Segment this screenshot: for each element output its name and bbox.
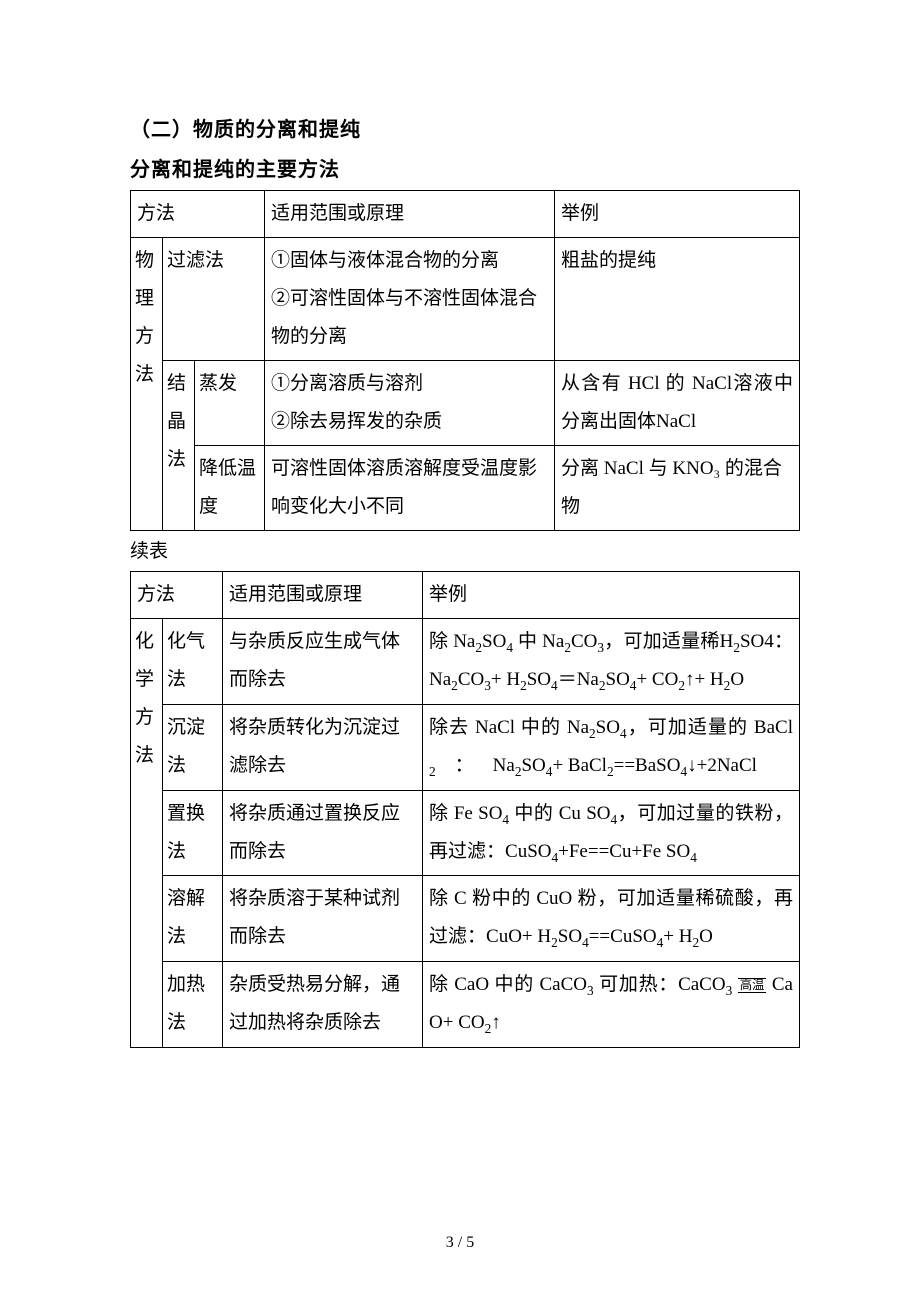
page: （二）物质的分离和提纯 分离和提纯的主要方法 方法 适用范围或原理 举例 物理方… [0, 0, 920, 1302]
category-physical: 物理方法 [131, 238, 163, 531]
header-method: 方法 [131, 191, 265, 238]
method-cool: 降低温度 [195, 446, 265, 531]
table-row: 溶解法 将杂质溶于某种试剂而除去 除 C 粉中的 CuO 粉，可加适量稀硫酸，再… [131, 876, 800, 961]
header-scope: 适用范围或原理 [265, 191, 555, 238]
method-gasify: 化气法 [163, 619, 223, 705]
table-chemical-methods: 方法 适用范围或原理 举例 化学方法 化气法 与杂质反应生成气体而除去 除 Na… [130, 571, 800, 1048]
example-cell: 除去 NaCl 中的 Na2SO4，可加适量的 BaCl2 ： Na2SO4+ … [423, 704, 800, 790]
scope-cell: 将杂质转化为沉淀过滤除去 [223, 704, 423, 790]
table-row: 加热法 杂质受热易分解，通过加热将杂质除去 除 CaO 中的 CaCO3 可加热… [131, 961, 800, 1047]
example-cell: 从含有 HCl 的 NaCl溶液中分离出固体NaCl [555, 361, 800, 446]
section-heading-1: （二）物质的分离和提纯 [130, 110, 800, 150]
method-crystallize: 结晶法 [163, 361, 195, 531]
method-heat: 加热法 [163, 961, 223, 1047]
header-scope: 适用范围或原理 [223, 572, 423, 619]
example-cell: 除 C 粉中的 CuO 粉，可加适量稀硫酸，再过滤：CuO+ H2SO4==Cu… [423, 876, 800, 961]
header-method: 方法 [131, 572, 223, 619]
example-cell: 分离 NaCl 与 KNO₃ 的混合物 [555, 446, 800, 531]
continued-label: 续表 [130, 533, 800, 571]
section-heading-2: 分离和提纯的主要方法 [130, 150, 800, 190]
scope-cell: 将杂质通过置换反应而除去 [223, 790, 423, 876]
method-evaporate: 蒸发 [195, 361, 265, 446]
scope-cell: 可溶性固体溶质溶解度受温度影响变化大小不同 [265, 446, 555, 531]
category-chemical: 化学方法 [131, 619, 163, 1048]
method-precipitate: 沉淀法 [163, 704, 223, 790]
table-row: 物理方法 过滤法 ①固体与液体混合物的分离 ②可溶性固体与不溶性固体混合物的分离… [131, 238, 800, 361]
method-displace: 置换法 [163, 790, 223, 876]
header-example: 举例 [423, 572, 800, 619]
table-row: 方法 适用范围或原理 举例 [131, 572, 800, 619]
table-physical-methods: 方法 适用范围或原理 举例 物理方法 过滤法 ①固体与液体混合物的分离 ②可溶性… [130, 190, 800, 531]
example-cell: 粗盐的提纯 [555, 238, 800, 361]
method-filter: 过滤法 [163, 238, 265, 361]
table-row: 沉淀法 将杂质转化为沉淀过滤除去 除去 NaCl 中的 Na2SO4，可加适量的… [131, 704, 800, 790]
table-row: 方法 适用范围或原理 举例 [131, 191, 800, 238]
table-row: 化学方法 化气法 与杂质反应生成气体而除去 除 Na2SO4 中 Na2CO3，… [131, 619, 800, 705]
header-example: 举例 [555, 191, 800, 238]
example-cell: 除 CaO 中的 CaCO3 可加热：CaCO3 高温 CaO+ CO2↑ [423, 961, 800, 1047]
scope-cell: ①固体与液体混合物的分离 ②可溶性固体与不溶性固体混合物的分离 [265, 238, 555, 361]
scope-cell: 与杂质反应生成气体而除去 [223, 619, 423, 705]
scope-cell: 将杂质溶于某种试剂而除去 [223, 876, 423, 961]
example-cell: 除 Na2SO4 中 Na2CO3，可加适量稀H2SO4： Na2CO3+ H2… [423, 619, 800, 705]
table-row: 置换法 将杂质通过置换反应而除去 除 Fe SO4 中的 Cu SO4，可加过量… [131, 790, 800, 876]
page-number: 3 / 5 [0, 1234, 920, 1252]
scope-cell: ①分离溶质与溶剂 ②除去易挥发的杂质 [265, 361, 555, 446]
scope-cell: 杂质受热易分解，通过加热将杂质除去 [223, 961, 423, 1047]
table-row: 降低温度 可溶性固体溶质溶解度受温度影响变化大小不同 分离 NaCl 与 KNO… [131, 446, 800, 531]
method-dissolve: 溶解法 [163, 876, 223, 961]
example-cell: 除 Fe SO4 中的 Cu SO4，可加过量的铁粉，再过滤：CuSO4+Fe=… [423, 790, 800, 876]
table-row: 结晶法 蒸发 ①分离溶质与溶剂 ②除去易挥发的杂质 从含有 HCl 的 NaCl… [131, 361, 800, 446]
